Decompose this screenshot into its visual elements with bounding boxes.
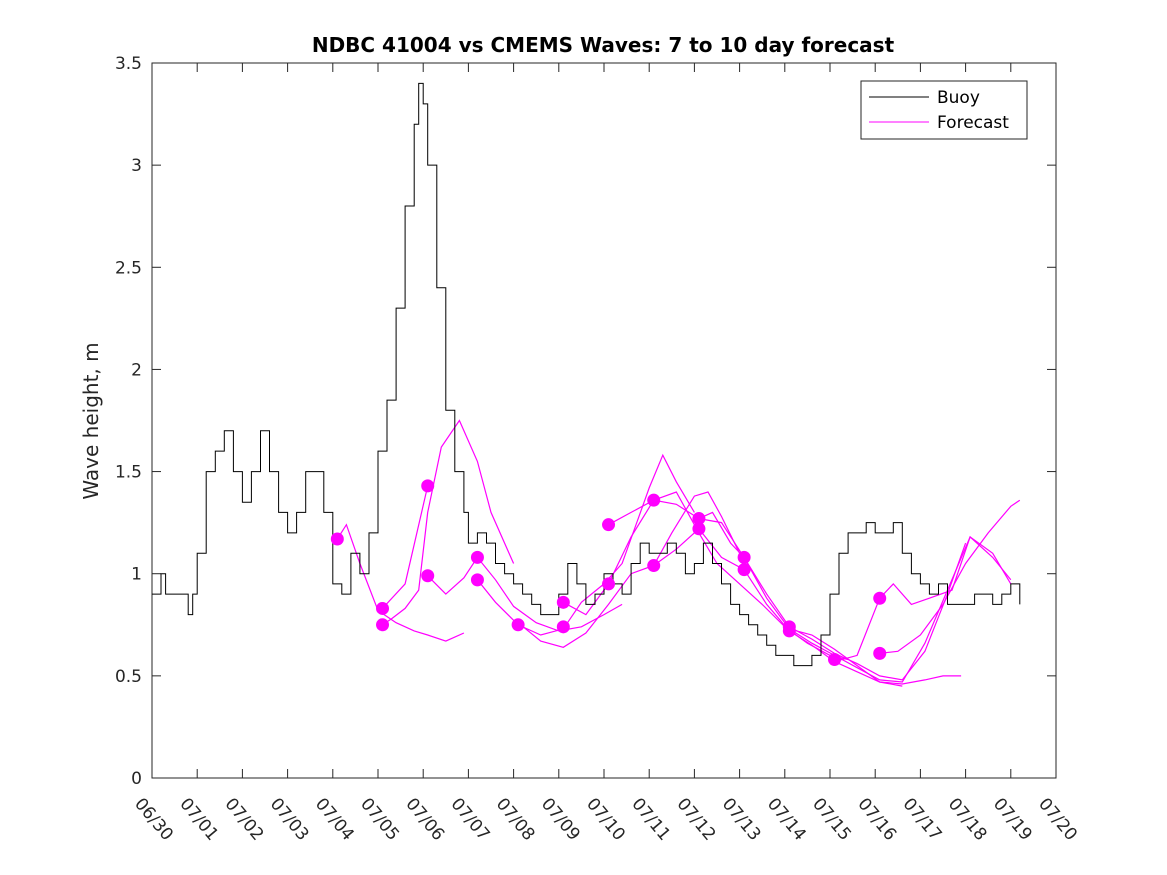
forecast-marker [737, 550, 751, 564]
y-tick-label: 1.5 [115, 463, 142, 483]
forecast-line [382, 485, 429, 609]
forecast-marker [602, 577, 616, 591]
forecast-line [879, 499, 1021, 654]
legend-label-buoy: Buoy [937, 88, 980, 108]
y-axis-label: Wave height, m [79, 342, 103, 499]
forecast-marker [647, 493, 661, 507]
y-tick-label: 2.5 [115, 258, 142, 278]
legend-label-forecast: Forecast [937, 113, 1009, 133]
forecast-marker [470, 550, 484, 564]
forecast-marker [647, 559, 661, 573]
forecast-marker [470, 573, 484, 587]
y-tick-label: 2 [131, 360, 142, 380]
forecast-line [427, 556, 623, 632]
forecast-marker [737, 563, 751, 577]
forecast-marker [602, 518, 616, 532]
forecast-marker [782, 624, 796, 638]
forecast-marker [556, 620, 570, 634]
forecast-marker [376, 601, 390, 615]
legend-box [860, 80, 1028, 140]
forecast-marker [828, 653, 842, 667]
forecast-marker [873, 591, 887, 605]
buoy-line [152, 82, 1021, 667]
forecast-marker [511, 618, 525, 632]
y-tick-label: 3.5 [115, 54, 142, 74]
forecast-marker [376, 618, 390, 632]
legend: Buoy Forecast [860, 80, 1028, 140]
forecast-line [382, 419, 515, 626]
y-tick-label: 3 [131, 156, 142, 176]
forecast-marker [692, 512, 706, 526]
forecast-line [834, 535, 1012, 663]
forecast-marker [330, 532, 344, 546]
forecast-marker [692, 522, 706, 536]
forecast-marker [556, 595, 570, 609]
forecast-line [563, 499, 745, 616]
y-tick-label: 0 [131, 769, 142, 789]
forecast-marker [873, 646, 887, 660]
y-tick-label: 1 [131, 565, 142, 585]
chart-title: NDBC 41004 vs CMEMS Waves: 7 to 10 day f… [312, 33, 895, 57]
forecast-marker [421, 479, 435, 493]
y-tick-label: 0.5 [115, 667, 142, 687]
forecast-line [517, 491, 741, 648]
forecast-line [789, 628, 962, 685]
forecast-line [336, 523, 465, 642]
forecast-marker [421, 569, 435, 583]
